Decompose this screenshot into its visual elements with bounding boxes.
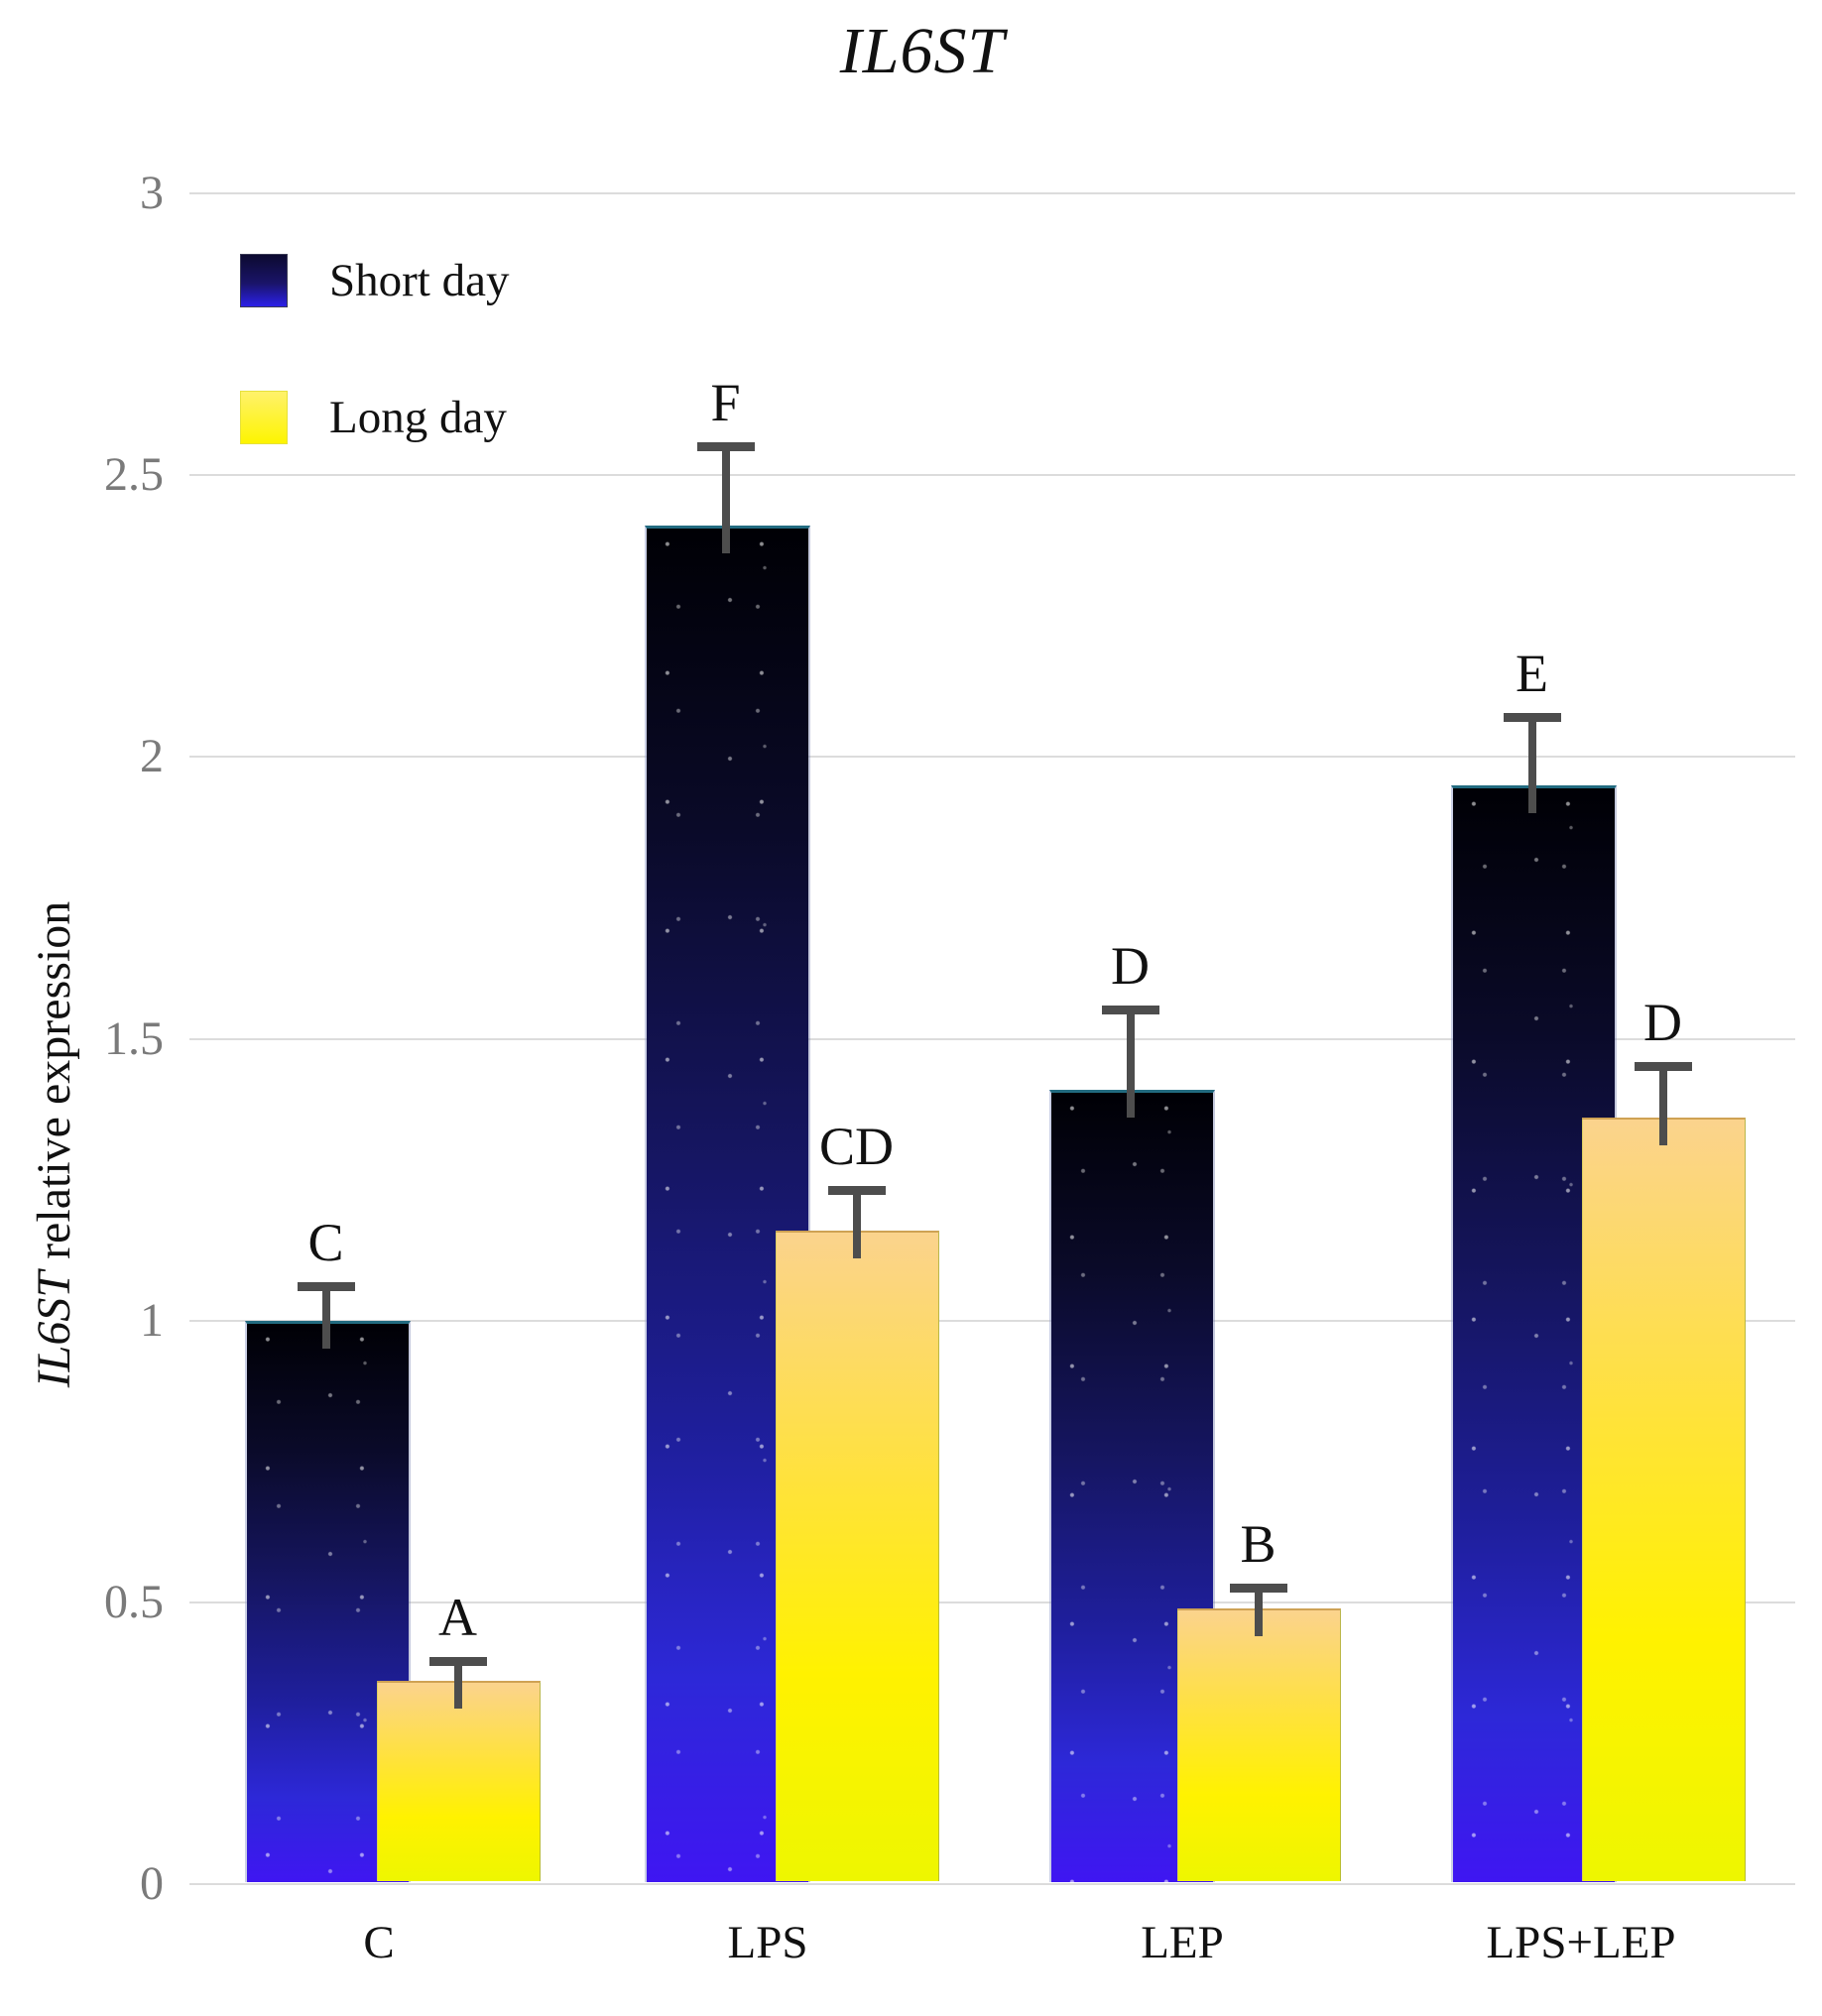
sig-letter: CD xyxy=(818,1116,895,1176)
y-tick-label: 3 xyxy=(140,167,164,220)
y-tick-label: 1 xyxy=(140,1293,164,1347)
y-tick-label: 0 xyxy=(140,1857,164,1910)
gridline xyxy=(189,474,1795,477)
sig-letter: A xyxy=(438,1587,477,1647)
gridline xyxy=(189,192,1795,195)
sig-letter: F xyxy=(710,372,741,432)
error-bar-stem xyxy=(1254,1588,1263,1636)
y-axis-title: IL6ST relative expression xyxy=(27,693,86,1596)
error-bar-cap xyxy=(696,441,755,451)
sig-letter: D xyxy=(1111,936,1150,997)
chart-title: IL6ST xyxy=(839,15,1006,87)
x-label-C: C xyxy=(363,1917,395,1968)
bar-long-LEP xyxy=(1177,1607,1341,1881)
bar-short-LPS xyxy=(645,526,810,1882)
x-label-LPS: LPS xyxy=(727,1917,808,1968)
error-bar-stem xyxy=(852,1190,861,1258)
long-day-swatch-icon xyxy=(240,391,288,444)
sig-letter: C xyxy=(307,1212,344,1272)
bar-long-LPS xyxy=(776,1230,939,1881)
sig-letter: E xyxy=(1516,643,1548,703)
y-tick-label: 2.5 xyxy=(104,448,164,502)
bar-long-C xyxy=(377,1681,541,1881)
error-bar-stem xyxy=(1527,717,1536,813)
error-bar-cap xyxy=(1503,712,1561,722)
gridline xyxy=(189,1319,1795,1322)
error-bar-stem xyxy=(721,446,730,554)
sig-letter: B xyxy=(1240,1513,1276,1574)
legend-item-long-day: Long day xyxy=(240,391,507,444)
error-bar-stem xyxy=(1126,1010,1135,1118)
legend-label-long-day: Long day xyxy=(329,392,507,443)
bar-long-LPS+LEP xyxy=(1582,1118,1746,1881)
gridline xyxy=(189,756,1795,759)
y-tick-label: 1.5 xyxy=(104,1011,164,1065)
sig-letter: D xyxy=(1643,992,1682,1052)
gridline xyxy=(189,1601,1795,1603)
error-bar-cap xyxy=(827,1185,886,1195)
x-label-LEP: LEP xyxy=(1141,1917,1224,1968)
error-bar-cap xyxy=(1634,1061,1692,1071)
gridline xyxy=(189,1037,1795,1040)
error-bar-cap xyxy=(1101,1006,1159,1015)
x-label-LPS+LEP: LPS+LEP xyxy=(1486,1917,1676,1968)
legend-item-short-day: Short day xyxy=(240,254,509,307)
error-bar-cap xyxy=(1229,1583,1287,1593)
error-bar-cap xyxy=(297,1281,355,1291)
legend-label-short-day: Short day xyxy=(329,255,510,306)
y-tick-label: 2 xyxy=(140,730,164,783)
gridline xyxy=(189,1883,1795,1885)
error-bar-cap xyxy=(428,1656,487,1666)
y-tick-label: 0.5 xyxy=(104,1575,164,1628)
short-day-swatch-icon xyxy=(240,254,288,307)
error-bar-stem xyxy=(321,1286,330,1349)
error-bar-stem xyxy=(453,1661,462,1710)
error-bar-stem xyxy=(1658,1066,1667,1146)
y-axis-title-rest: relative expression xyxy=(28,900,80,1271)
